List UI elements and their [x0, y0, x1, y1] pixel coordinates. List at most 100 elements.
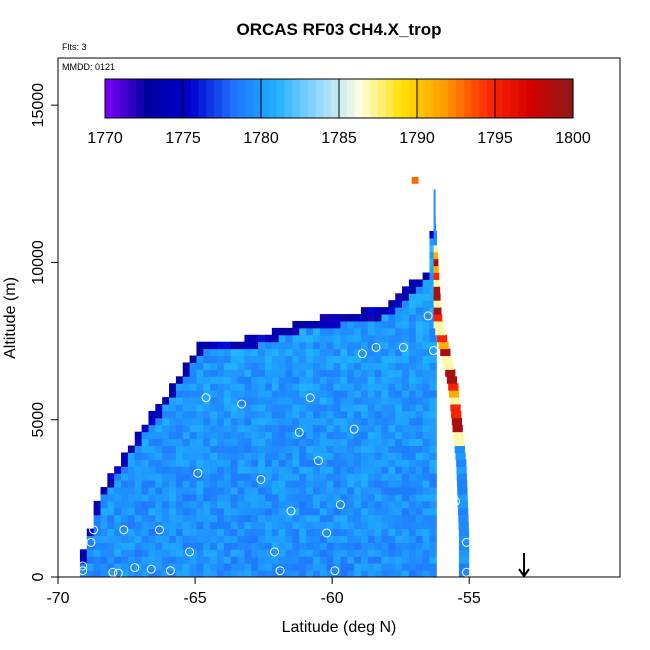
heatmap-cell	[169, 542, 177, 550]
heatmap-cell	[415, 314, 424, 322]
heatmap-cell	[408, 417, 417, 426]
heatmap-cell	[100, 500, 108, 509]
heatmap-cell	[422, 320, 430, 329]
heatmap-cell	[169, 514, 177, 523]
x-tick-label: -65	[184, 590, 207, 607]
heatmap-cell	[433, 210, 436, 218]
heatmap-cell	[217, 563, 225, 571]
heatmap-cell	[264, 507, 273, 516]
heatmap-cell	[326, 514, 335, 523]
heatmap-cell	[326, 480, 335, 488]
heatmap-cell	[141, 570, 149, 578]
heatmap-cell	[127, 528, 136, 536]
heatmap-cell	[127, 459, 136, 467]
flight-track-point	[256, 474, 266, 484]
heatmap-cell	[251, 410, 259, 419]
heatmap-cell	[141, 556, 149, 564]
heatmap-cell	[93, 521, 101, 530]
heatmap-cell	[141, 431, 149, 440]
heatmap-cell	[155, 493, 163, 502]
heatmap-cell	[374, 452, 382, 460]
heatmap-cell	[395, 341, 403, 350]
heatmap-cell	[381, 480, 389, 488]
heatmap-cell	[121, 521, 129, 530]
heatmap-cell	[278, 397, 287, 405]
heatmap-cell	[347, 424, 355, 433]
heatmap-cell	[278, 487, 287, 495]
heatmap-cell	[169, 459, 177, 467]
heatmap-cell	[230, 348, 239, 357]
heatmap-cell	[367, 397, 376, 405]
heatmap-cell	[360, 556, 369, 564]
heatmap-cell	[299, 341, 307, 350]
heatmap-cell	[402, 480, 410, 488]
heatmap-cell	[107, 480, 115, 488]
heatmap-cell	[114, 473, 122, 481]
heatmap-cell	[326, 493, 335, 502]
heatmap-cell	[271, 397, 280, 405]
heatmap-cell	[196, 362, 204, 370]
heatmap-cell	[217, 521, 225, 530]
heatmap-cell	[415, 376, 424, 384]
heatmap-cell	[367, 362, 376, 370]
heatmap-cell	[395, 466, 403, 474]
heatmap-cell	[340, 466, 348, 474]
heatmap-cell	[306, 507, 314, 516]
heatmap-cell	[354, 390, 362, 398]
flight-track-point	[270, 547, 280, 557]
heatmap-cell	[306, 341, 314, 350]
heatmap-cell	[251, 438, 259, 447]
heatmap-cell	[155, 473, 163, 481]
heatmap-cell	[210, 528, 218, 536]
heatmap-cell	[189, 570, 197, 578]
heatmap-cell	[134, 459, 143, 467]
heatmap-cell	[264, 563, 273, 571]
heatmap-cell	[354, 521, 362, 530]
heatmap-cell	[319, 424, 328, 433]
heatmap-cell	[285, 452, 293, 460]
heatmap-cell	[169, 466, 177, 474]
heatmap-cell	[422, 514, 430, 523]
heatmap-cell	[429, 348, 437, 357]
heatmap-cell	[299, 528, 307, 536]
heatmap-cell	[292, 369, 300, 377]
heatmap-cell	[445, 369, 456, 377]
heatmap-cell	[429, 314, 437, 322]
heatmap-cell	[306, 438, 314, 447]
heatmap-cell	[306, 487, 314, 495]
heatmap-cell	[429, 369, 437, 377]
heatmap-cell	[114, 514, 122, 523]
heatmap-cell	[244, 348, 252, 357]
heatmap-cell	[319, 431, 328, 440]
heatmap-cell	[429, 480, 437, 488]
heatmap-cell	[210, 473, 218, 481]
heatmap-cell	[278, 445, 287, 453]
heatmap-cell	[415, 487, 424, 495]
heatmap-cell	[175, 390, 184, 398]
heatmap-cell	[292, 417, 300, 426]
heatmap-cell	[306, 431, 314, 440]
heatmap-cell	[408, 452, 417, 460]
heatmap-cell	[155, 487, 163, 495]
heatmap-cell	[312, 334, 321, 343]
heatmap-cell	[169, 521, 177, 530]
heatmap-cell	[388, 348, 396, 357]
heatmap-cell	[258, 514, 266, 523]
colorbar-segment	[183, 79, 192, 118]
heatmap-cell	[203, 459, 211, 467]
heatmap-cell	[429, 417, 437, 426]
heatmap-cell	[223, 514, 232, 523]
heatmap-cell	[326, 500, 335, 509]
heatmap-cell	[354, 362, 362, 370]
heatmap-cell	[354, 438, 362, 447]
heatmap-cell	[360, 563, 369, 571]
heatmap-cell	[244, 473, 252, 481]
heatmap-cell	[86, 563, 95, 571]
heatmap-cell	[422, 410, 430, 419]
heatmap-cell	[217, 528, 225, 536]
heatmap-cell	[271, 438, 280, 447]
heatmap-cell	[333, 466, 341, 474]
heatmap-cell	[333, 438, 341, 447]
heatmap-cell	[333, 320, 341, 329]
